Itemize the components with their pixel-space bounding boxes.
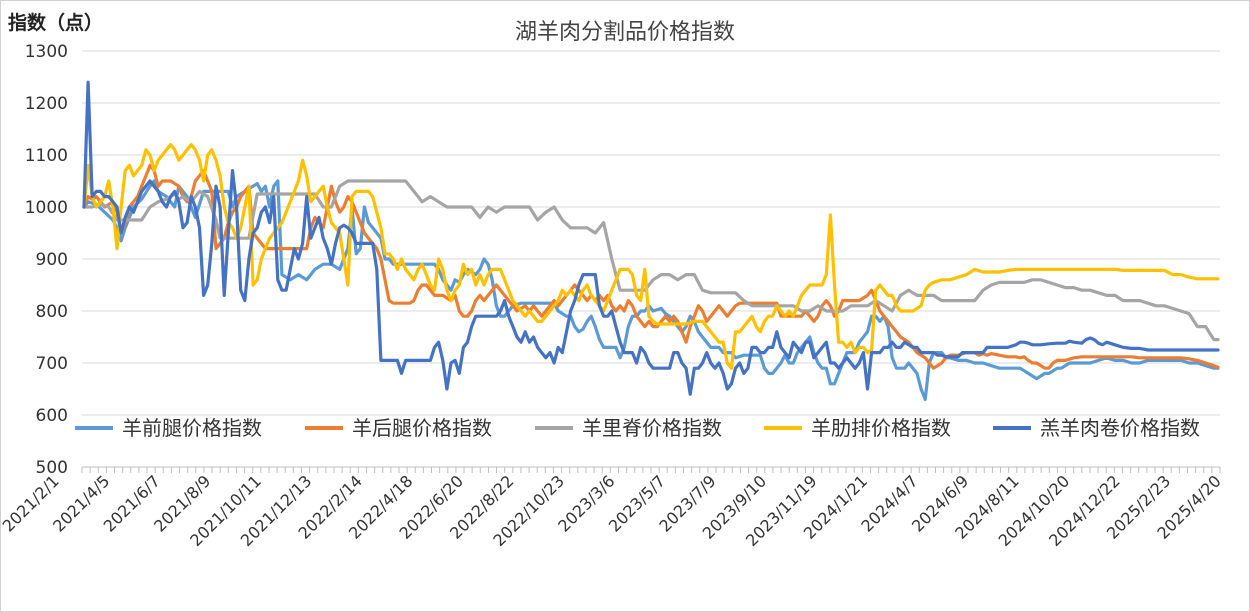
y-tick-label-1200: 1200 xyxy=(25,94,68,114)
series-line-2 xyxy=(82,179,1220,342)
y-tick-label-600: 600 xyxy=(36,406,68,426)
y-tick-label-1300: 1300 xyxy=(25,42,68,62)
legend: 羊前腿价格指数 羊后腿价格指数 羊里脊价格指数 羊肋排价格指数 羔羊肉卷价格指数 xyxy=(75,416,1200,440)
legend-label-0: 羊前腿价格指数 xyxy=(122,416,262,440)
y-tick-label-1100: 1100 xyxy=(25,146,68,166)
y-tick-label-700: 700 xyxy=(36,354,68,374)
axes: 50060070080090010001100120013002021/2/12… xyxy=(0,42,1225,550)
y-tick-label-1000: 1000 xyxy=(25,198,68,218)
legend-label-1: 羊后腿价格指数 xyxy=(352,416,492,440)
series-line-1 xyxy=(82,163,1220,370)
y-tick-label-900: 900 xyxy=(36,250,68,270)
legend-label-2: 羊里脊价格指数 xyxy=(582,416,722,440)
series-line-3 xyxy=(82,143,1220,370)
legend-label-3: 羊肋排价格指数 xyxy=(811,416,951,440)
series-line-4 xyxy=(82,80,1220,396)
chart-title: 湖羊肉分割品价格指数 xyxy=(514,20,735,45)
legend-label-4: 羔羊肉卷价格指数 xyxy=(1040,416,1200,440)
series-lines xyxy=(82,80,1220,401)
y-tick-label-800: 800 xyxy=(36,302,68,322)
series-line-0 xyxy=(82,179,1220,401)
y-tick-label-500: 500 xyxy=(36,458,68,478)
y-axis-label: 指数（点） xyxy=(8,12,104,34)
